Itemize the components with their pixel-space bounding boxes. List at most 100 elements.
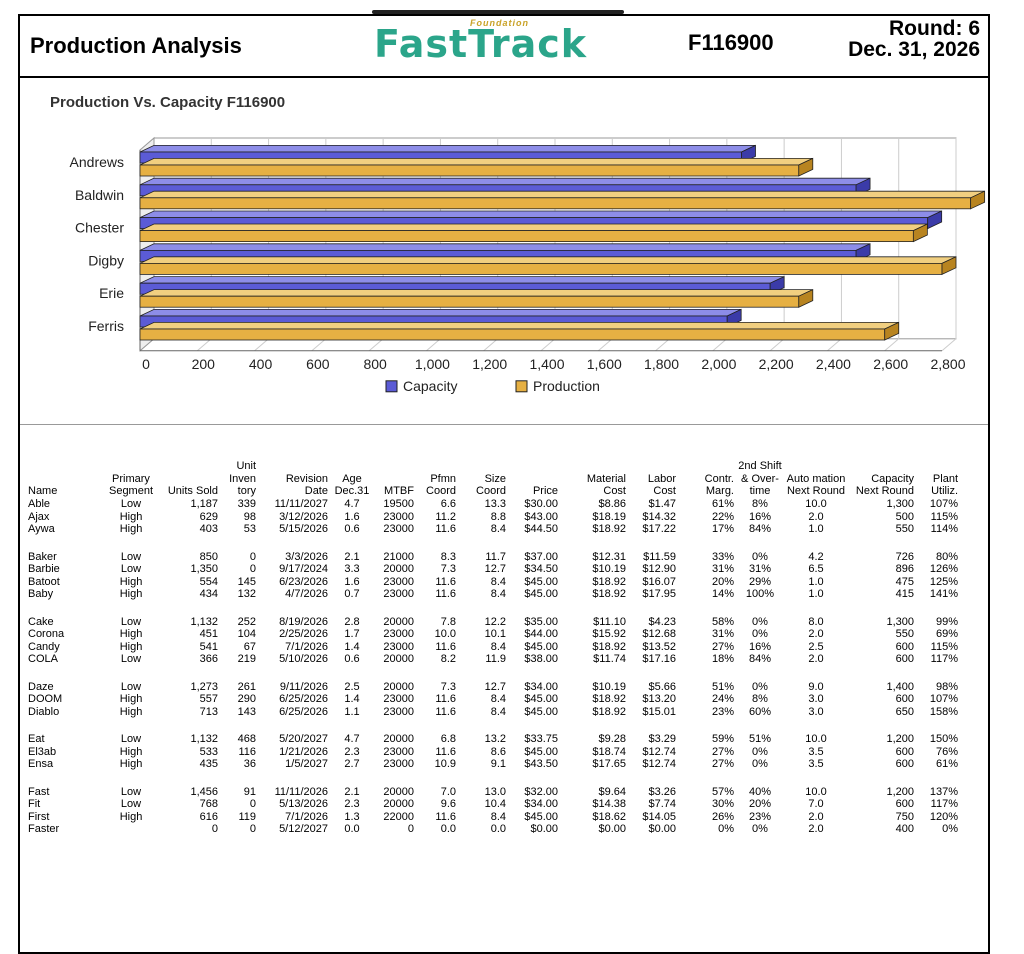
- logo-foundation-text: Foundation: [470, 18, 529, 28]
- table-cell: 4/7/2026: [285, 588, 328, 600]
- table-cell: 23000: [383, 745, 414, 758]
- table-cell: 366: [199, 653, 218, 665]
- table-cell: 7.0: [440, 785, 456, 798]
- legend-swatch: [385, 380, 398, 393]
- table-cell: 10.1: [484, 628, 506, 640]
- report-date: Dec. 31, 2026: [848, 38, 980, 61]
- table-cell: 533: [199, 745, 218, 758]
- chart-floor-gridline: [196, 338, 212, 352]
- table-cell: 3/3/2026: [285, 550, 328, 563]
- company-id: F116900: [688, 30, 774, 55]
- table-cell: $10.19: [592, 563, 626, 575]
- table-cell: 125%: [929, 575, 958, 588]
- table-cell: $12.90: [642, 563, 676, 575]
- table-row: Daze Low 1,273 261 9/11/2026 2.5 20000 7.3 12.7 $…: [26, 681, 960, 694]
- table-cell: $18.92: [592, 693, 626, 705]
- y-axis-label: Chester: [75, 220, 124, 236]
- table-cell: Low: [120, 733, 142, 745]
- chart-title: Production Vs. Capacity F116900: [50, 94, 286, 111]
- table-cell: $10.19: [592, 680, 626, 693]
- table-cell: 23000: [383, 523, 414, 535]
- table-cell: $13.20: [642, 693, 676, 705]
- table-cell: $3.26: [648, 785, 676, 798]
- table-cell: 40%: [748, 785, 772, 798]
- production-bar-end: [884, 321, 900, 341]
- separator-cell: [26, 666, 960, 681]
- table-cell: 1/5/2027: [285, 758, 328, 770]
- table-cell: 12.2: [484, 615, 506, 628]
- production-bar: [139, 197, 972, 210]
- table-cell: 0%: [752, 758, 768, 770]
- table-cell: 13.3: [484, 498, 506, 510]
- table-cell: Diablo: [28, 705, 60, 718]
- table-cell: $14.32: [642, 510, 676, 523]
- table-cell: 69%: [935, 628, 958, 640]
- y-axis-label: Digby: [88, 252, 124, 268]
- table-cell: 7/1/2026: [285, 640, 328, 653]
- table-cell: $34.00: [524, 798, 558, 810]
- table-cell: 400: [895, 823, 914, 835]
- table-cell: $0.00: [648, 823, 676, 835]
- logo-bar: [372, 10, 624, 14]
- column-header: Material Cost: [586, 472, 626, 498]
- table-cell: 219: [237, 653, 256, 665]
- x-tick-label: 200: [192, 356, 216, 372]
- table-cell: $5.66: [648, 680, 676, 693]
- table-cell: 600: [895, 693, 914, 705]
- table-row: COLA Low 366 219 5/10/2026 0.6 20000 8.2 11.9 $38…: [26, 653, 960, 666]
- table-cell: 18%: [711, 653, 734, 665]
- column-header: MTBF: [384, 485, 414, 498]
- table-cell: 137%: [929, 785, 958, 798]
- table-cell: 57%: [711, 785, 734, 798]
- table-cell: 550: [895, 523, 914, 535]
- table-cell: High: [119, 705, 143, 718]
- table-cell: 2/25/2026: [279, 628, 328, 640]
- group-separator: [26, 718, 960, 733]
- table-row: Aywa High 403 53 5/15/2026 0.6 23000 11.6 8.4 $44…: [26, 523, 960, 536]
- table-cell: 2.0: [808, 810, 824, 823]
- table-cell: $0.00: [530, 823, 558, 835]
- table-row: Faster 0 0 5/12/2027 0.0 0 0.0 0.0 $0.00 $0.00 $0.…: [26, 823, 960, 836]
- chart-floor-gridline: [311, 338, 327, 352]
- column-header: Capacity Next Round: [855, 472, 914, 498]
- table-cell: 17%: [711, 523, 734, 535]
- production-bar-top: [139, 190, 985, 199]
- table-cell: $17.65: [592, 758, 626, 770]
- table-cell: 434: [199, 588, 218, 600]
- table-cell: Low: [120, 563, 142, 575]
- table-cell: 3.5: [808, 745, 824, 758]
- table-cell: $18.74: [592, 745, 626, 758]
- table-cell: 11.6: [435, 640, 456, 653]
- table-cell: 2.0: [808, 510, 824, 523]
- production-bar-end: [798, 157, 814, 177]
- column-header: Contr. Marg.: [704, 472, 734, 498]
- table-cell: DOOM: [28, 693, 63, 705]
- capacity-bar-top: [139, 210, 942, 219]
- chart-floor-gridline: [254, 338, 269, 352]
- x-tick-label: 1,800: [644, 356, 679, 372]
- column-header: Age Dec.31: [334, 472, 370, 498]
- table-cell: 20000: [383, 733, 414, 745]
- production-bar: [139, 164, 800, 177]
- y-axis-label: Andrews: [70, 154, 124, 170]
- table-cell: 143: [237, 705, 256, 718]
- table-cell: $12.74: [642, 745, 676, 758]
- table-cell: 31%: [711, 628, 734, 640]
- table-cell: 0%: [718, 823, 734, 835]
- table-cell: 33%: [711, 550, 734, 563]
- table-cell: 10.4: [484, 798, 506, 810]
- table-cell: $45.00: [524, 693, 558, 705]
- table-cell: $1.47: [648, 498, 676, 510]
- table-cell: $44.00: [524, 628, 558, 640]
- x-tick-label: 2,000: [701, 356, 736, 372]
- capacity-bar-top: [139, 243, 871, 251]
- production-bar: [139, 230, 914, 243]
- table-cell: 6/25/2026: [279, 693, 328, 705]
- fasttrack-logo: Foundation FastTrack: [372, 16, 612, 70]
- table-cell: 475: [895, 575, 914, 588]
- table-cell: Barbie: [28, 563, 60, 575]
- table-cell: 117%: [930, 798, 958, 810]
- table-cell: 0%: [752, 823, 768, 835]
- chart-floor-gridline: [941, 338, 957, 352]
- table-cell: 13.0: [484, 785, 506, 798]
